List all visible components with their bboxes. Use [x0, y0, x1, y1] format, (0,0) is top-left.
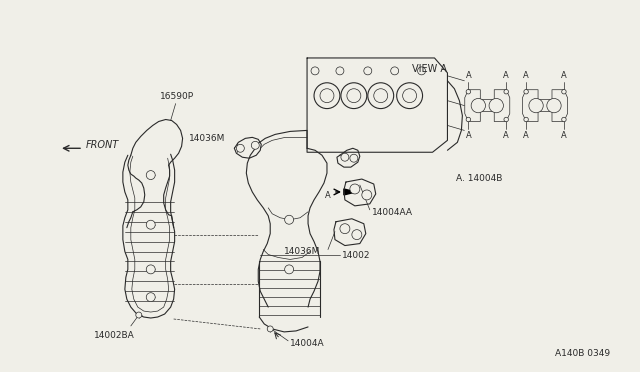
Text: 14002BA: 14002BA	[93, 331, 134, 340]
Circle shape	[340, 224, 350, 234]
Text: A: A	[561, 131, 567, 140]
Circle shape	[466, 117, 470, 122]
Circle shape	[529, 99, 543, 113]
Circle shape	[268, 326, 273, 332]
Circle shape	[320, 89, 334, 103]
Text: A: A	[561, 71, 567, 80]
Circle shape	[466, 90, 470, 94]
Text: A: A	[524, 131, 529, 140]
Circle shape	[350, 184, 360, 194]
Circle shape	[341, 83, 367, 109]
Circle shape	[147, 265, 156, 274]
Text: 14004A: 14004A	[290, 339, 324, 348]
Circle shape	[390, 67, 399, 75]
Text: A140B 0349: A140B 0349	[555, 349, 610, 358]
Circle shape	[341, 153, 349, 161]
Text: 14002: 14002	[342, 251, 371, 260]
Circle shape	[374, 89, 388, 103]
Text: A: A	[465, 131, 471, 140]
Circle shape	[524, 117, 529, 122]
Circle shape	[147, 293, 156, 302]
Circle shape	[397, 83, 422, 109]
Text: A: A	[503, 131, 509, 140]
Circle shape	[504, 90, 508, 94]
Text: 14036M: 14036M	[284, 247, 320, 256]
Circle shape	[417, 67, 426, 75]
Circle shape	[403, 89, 417, 103]
Text: A: A	[465, 71, 471, 80]
Circle shape	[352, 230, 362, 240]
Circle shape	[136, 312, 142, 318]
Circle shape	[562, 117, 566, 122]
Text: A: A	[325, 192, 331, 201]
Circle shape	[347, 89, 361, 103]
Circle shape	[252, 141, 259, 149]
Circle shape	[236, 144, 244, 152]
Circle shape	[285, 265, 294, 274]
Circle shape	[547, 99, 561, 113]
Text: 16590P: 16590P	[159, 92, 194, 101]
Text: 14036M: 14036M	[189, 134, 225, 143]
Polygon shape	[344, 189, 356, 195]
Circle shape	[147, 220, 156, 229]
Text: A: A	[524, 71, 529, 80]
Text: A: A	[503, 71, 509, 80]
Circle shape	[350, 154, 358, 162]
Circle shape	[471, 99, 486, 113]
Circle shape	[311, 67, 319, 75]
Circle shape	[504, 117, 508, 122]
Text: 14004AA: 14004AA	[372, 208, 413, 217]
Circle shape	[368, 83, 394, 109]
Circle shape	[524, 90, 529, 94]
Circle shape	[285, 215, 294, 224]
Circle shape	[314, 83, 340, 109]
Circle shape	[364, 67, 372, 75]
Text: VIEW A: VIEW A	[412, 64, 447, 74]
Circle shape	[562, 90, 566, 94]
Circle shape	[489, 99, 504, 113]
Circle shape	[362, 190, 372, 200]
Text: A. 14004B: A. 14004B	[456, 174, 502, 183]
Circle shape	[147, 171, 156, 180]
Text: FRONT: FRONT	[86, 140, 119, 150]
Circle shape	[336, 67, 344, 75]
